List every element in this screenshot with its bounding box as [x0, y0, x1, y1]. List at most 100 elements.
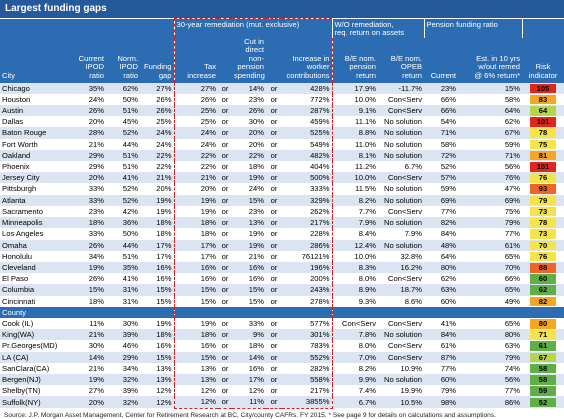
table-cell: 47%	[504, 184, 521, 194]
risk-cell: 75	[522, 139, 564, 150]
table-cell: Austin	[0, 105, 66, 117]
table-cell: or	[218, 261, 232, 274]
table-cell: 14%	[66, 351, 106, 363]
table-cell: 62%	[504, 117, 521, 127]
table-cell: or	[270, 206, 278, 216]
table-cell: 19%	[232, 172, 266, 184]
table-cell: or	[221, 162, 229, 172]
risk-cell: 67	[522, 351, 564, 363]
table-cell: 72%	[424, 149, 459, 162]
table-cell: Baton Rouge	[0, 127, 66, 139]
table-row: LA (CA) 14% 29% 15% 15% or 14% or 552% 7.0% Con<Se…	[0, 351, 564, 363]
table-cell: 66%	[504, 274, 521, 284]
column-header: Est. in 10 yrs w/out remed @ 6% return*	[458, 37, 523, 83]
table-cell: 21%	[173, 172, 218, 184]
table-cell: 84%	[440, 229, 457, 239]
table-cell: 71%	[458, 149, 523, 162]
table-cell: 525%	[282, 127, 333, 139]
table-cell: or	[218, 329, 232, 341]
table-cell: 71%	[424, 127, 459, 139]
risk-cell: 83	[522, 94, 564, 105]
table-cell: 15%	[156, 296, 172, 306]
table-row: Chicago 35% 62% 27% 27% or 14% or 428% 17.9% -11.7…	[0, 82, 564, 94]
table-row: Suffolk(NY) 20% 32% 12% 12% or 11% or 3855% 6.7% 1…	[0, 396, 564, 409]
table-cell: or	[266, 329, 282, 341]
table-cell: Con<Serv	[388, 318, 423, 328]
table-cell: 428%	[282, 82, 333, 94]
table-cell: 12.4%	[332, 239, 379, 251]
table-cell: 26%	[140, 105, 174, 117]
table-cell: or	[270, 296, 278, 306]
table-cell: 19%	[66, 373, 106, 386]
risk-cell: 101	[522, 116, 564, 127]
table-cell: 22%	[156, 162, 172, 172]
table-cell: 12%	[248, 386, 264, 396]
table-cell: 7.9%	[404, 229, 423, 239]
table-cell: 63%	[504, 341, 521, 351]
table-cell: 77%	[440, 206, 457, 216]
table-cell: or	[270, 341, 278, 351]
risk-cell: 78	[522, 127, 564, 139]
table-cell: 46%	[122, 341, 138, 351]
table-cell: 12%	[173, 396, 218, 409]
table-cell: 15%	[248, 296, 264, 306]
table-cell: 57%	[424, 172, 459, 184]
risk-cell: 73	[522, 206, 564, 217]
table-cell: 17%	[232, 373, 266, 386]
risk-indicator: 79	[530, 195, 557, 206]
table-cell: 9%	[232, 329, 266, 341]
table-cell: 58%	[504, 94, 521, 104]
table-cell: 16%	[156, 341, 172, 351]
table-cell: 24%	[156, 139, 172, 149]
table-cell: 69%	[424, 194, 459, 206]
table-cell: 58%	[440, 139, 457, 149]
table-cell: or	[270, 184, 278, 194]
risk-indicator: 64	[530, 106, 557, 116]
risk-cell: 58	[522, 363, 564, 374]
table-cell: 70%	[458, 261, 523, 274]
table-cell: 32.8%	[400, 251, 423, 261]
table-cell: 287%	[282, 105, 333, 117]
table-cell: 66%	[440, 94, 457, 104]
table-cell: 15%	[232, 284, 266, 296]
table-cell: 50%	[122, 94, 138, 104]
risk-cell: 58	[522, 373, 564, 386]
table-cell: 26%	[88, 274, 104, 284]
table-cell: 8.3%	[332, 261, 379, 274]
table-cell: 39%	[122, 386, 138, 396]
risk-indicator: 78	[530, 218, 557, 228]
table-cell: or	[266, 239, 282, 251]
table-cell: 16%	[173, 273, 218, 285]
table-cell: 8.9%	[332, 284, 379, 296]
table-cell: No solution	[378, 149, 425, 162]
table-row: Atlanta 33% 52% 19% 19% or 15% or 329% 8.2% No sol…	[0, 194, 564, 206]
table-cell: 51%	[122, 162, 138, 172]
table-cell: 31%	[106, 284, 140, 296]
table-cell: 16%	[232, 261, 266, 274]
table-cell: 35%	[106, 261, 140, 274]
risk-indicator: 70	[530, 240, 557, 251]
table-row: Sacramento 23% 42% 19% 19% or 23% or 262% 7.7% Con…	[0, 205, 564, 218]
table-cell: 329%	[282, 194, 333, 206]
table-cell: Columbia	[0, 284, 66, 296]
table-cell: 20%	[66, 396, 106, 409]
table-cell: 18%	[156, 229, 172, 239]
table-cell: 32%	[106, 396, 140, 409]
table-cell: 29%	[106, 351, 140, 363]
table-cell: or	[218, 82, 232, 94]
table-cell: 26%	[66, 105, 106, 117]
table-cell: 79%	[440, 386, 457, 396]
table-cell: 51%	[106, 105, 140, 117]
risk-indicator: 93	[530, 184, 557, 195]
table-cell: 86%	[458, 396, 523, 409]
risk-indicator: 58	[530, 374, 557, 385]
risk-indicator: 82	[530, 296, 557, 307]
table-row: Oakland 29% 51% 22% 22% or 22% or 482% 8.1% No sol…	[0, 149, 564, 162]
table-cell: 404%	[282, 161, 333, 173]
table-row: Honolulu 34% 51% 17% 17% or 21% or 76121% 10.0% 32…	[0, 250, 564, 262]
table-cell: 45%	[122, 117, 138, 127]
table-cell: 12%	[156, 386, 172, 396]
table-cell: 8.2%	[332, 194, 379, 206]
table-cell: 577%	[282, 317, 333, 330]
risk-indicator: 73	[530, 206, 557, 217]
